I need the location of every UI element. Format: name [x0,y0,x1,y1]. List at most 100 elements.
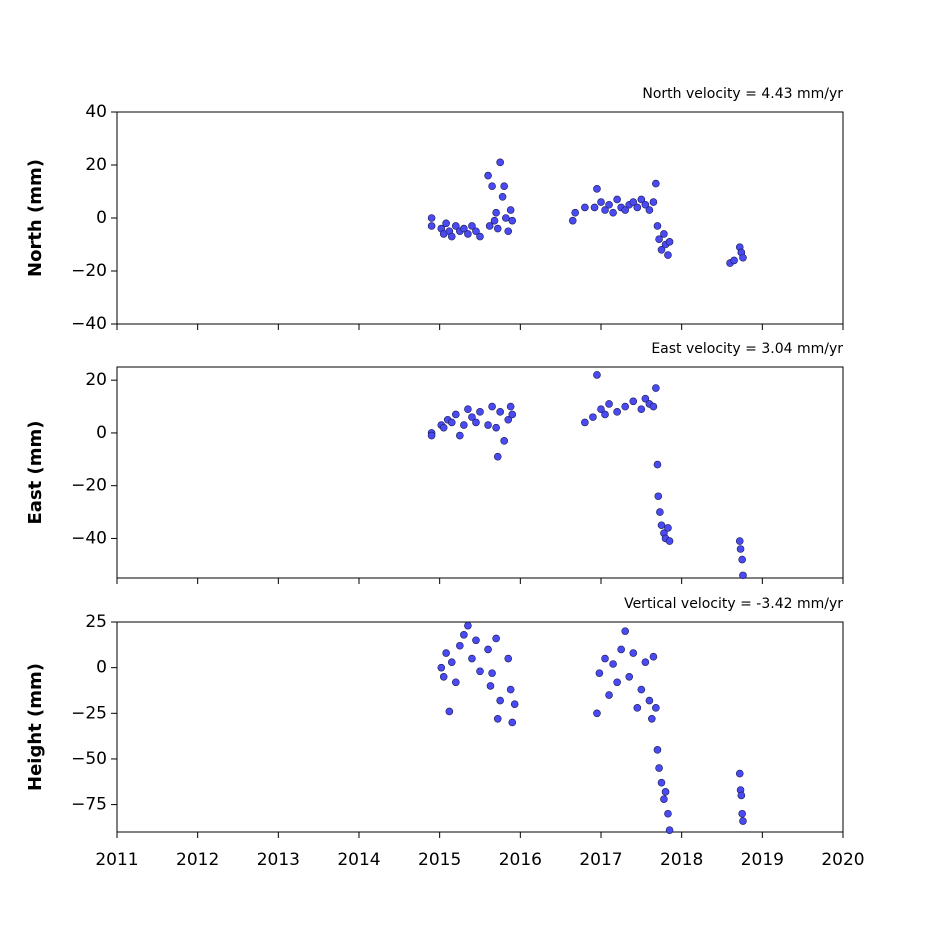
point [508,718,517,727]
point [460,224,468,233]
x-tick-label: 2017 [579,850,622,870]
point [637,685,646,694]
point [605,200,613,209]
y-axis-label: East (mm) [25,421,46,525]
point [617,645,625,654]
point [504,654,513,663]
y-tick-label: −50 [71,749,107,769]
point [653,460,662,469]
point [629,397,638,406]
point [427,431,436,440]
point [605,691,613,699]
point [653,746,662,754]
point [589,413,597,421]
point [427,222,436,230]
y-axis-label: North (mm) [25,159,46,277]
point [641,658,650,666]
point [504,227,513,236]
point [492,634,500,643]
point [613,195,621,204]
y-tick-label: 0 [96,208,107,228]
y-tick-label: −40 [71,314,107,334]
point [625,672,634,681]
point [601,206,609,214]
point [468,654,476,663]
x-tick-label: 2015 [418,850,461,870]
point [464,621,472,630]
point [571,208,579,217]
point [655,235,663,243]
point [601,410,609,419]
point [456,641,464,650]
point [484,171,492,180]
point [447,658,456,666]
point [485,222,494,230]
point [621,627,630,635]
point [652,179,660,188]
y-tick-label: 20 [85,155,107,175]
point [510,700,519,708]
y-tick-label: −40 [71,528,107,548]
point [597,198,605,206]
point [657,521,666,530]
point [451,222,460,230]
y-tick-label: −75 [71,795,107,815]
point [652,384,660,392]
point [492,423,500,432]
point [484,421,492,429]
x-tick-label: 2013 [257,850,300,870]
point [493,452,502,461]
point [657,778,666,787]
y-axis-label: Height (mm) [25,663,46,791]
point [654,492,663,501]
point [613,678,621,687]
point [656,508,664,516]
point [447,418,456,427]
point [738,809,746,818]
point [637,405,646,414]
point [633,704,642,712]
point [629,649,638,657]
point [447,232,456,241]
point [648,714,656,723]
point [652,704,660,712]
x-tick-label: 2011 [95,850,138,870]
point [496,696,504,705]
x-tick-label: 2019 [741,850,784,870]
point [506,206,515,214]
point [437,663,446,672]
point [664,524,672,532]
point [629,198,638,206]
point [737,791,746,800]
point [645,206,654,214]
point [506,685,515,694]
point [593,371,601,379]
point [464,405,472,414]
point [649,652,658,661]
point [641,394,650,403]
point [590,203,599,212]
point [496,408,504,416]
point [445,707,454,716]
point [621,206,630,214]
point [464,230,472,238]
x-tick-label: 2016 [499,850,542,870]
panel-title: North velocity = 4.43 mm/yr [642,86,843,102]
point [442,219,450,228]
point [581,418,589,427]
point [595,669,604,677]
x-tick-label: 2020 [821,850,864,870]
point [502,214,510,222]
y-tick-label: −20 [71,261,107,281]
point [597,405,605,414]
point [493,224,502,233]
point [739,253,747,262]
point [593,185,601,193]
point [439,423,448,432]
point [661,788,670,796]
point [621,402,630,411]
point [660,795,668,803]
y-tick-label: −25 [71,703,107,723]
plot-frame [116,111,844,325]
